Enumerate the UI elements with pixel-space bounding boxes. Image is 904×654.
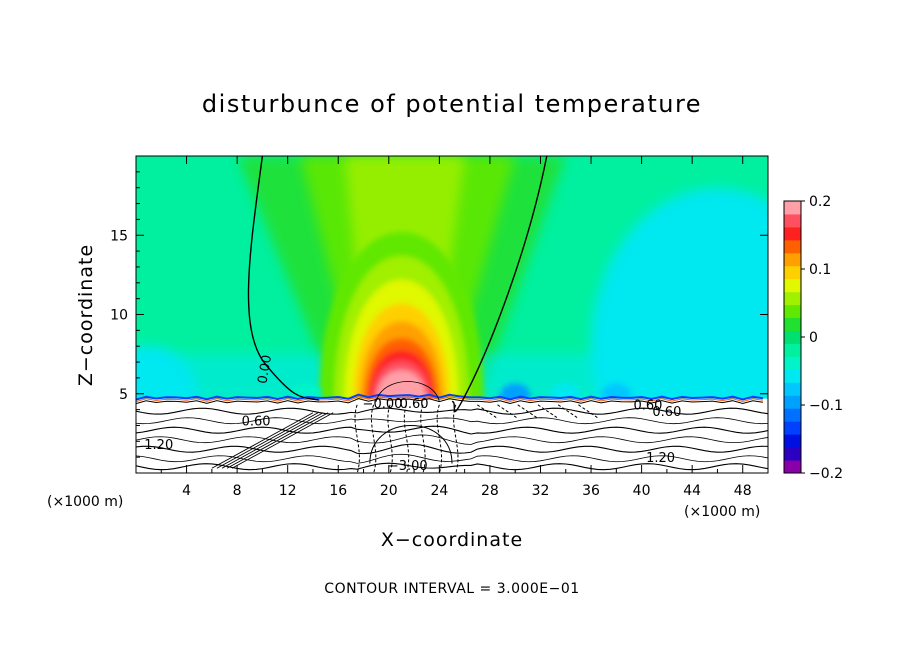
- x-unit-left: (×1000 m): [47, 494, 123, 510]
- colorbar-swatch: [784, 201, 801, 215]
- colorbar-ticks: 0.2 0.1 0 −0.1 −0.2: [801, 194, 843, 482]
- contour-slope-2: [221, 412, 324, 469]
- colorbar-swatch: [784, 447, 801, 461]
- contour-layer-6: [136, 462, 768, 471]
- colorbar-tick-label: 0.2: [809, 194, 831, 210]
- x-tick-label: 36: [582, 483, 600, 499]
- colorbar-swatch: [784, 278, 801, 293]
- contour-negative-right-0: [477, 404, 497, 418]
- colorbar-swatch: [784, 343, 801, 357]
- x-tick-label: 40: [633, 483, 651, 499]
- contour-label: −3.00: [388, 459, 428, 474]
- y-tick-label: 5: [119, 387, 128, 403]
- contour-label: 0.00: [255, 354, 275, 385]
- colorbar-tick-label: 0: [809, 330, 818, 346]
- colorbar-swatch: [784, 239, 801, 254]
- plume-level-8: [376, 370, 427, 402]
- contour-plume-base: [375, 381, 440, 402]
- y-axis-ticks: 5 10 15: [110, 171, 768, 458]
- contour-bowl: [369, 424, 453, 464]
- x-tick-label: 44: [683, 483, 701, 499]
- x-tick-label: 8: [233, 483, 242, 499]
- contour-negative-3: [403, 404, 410, 473]
- contour-label: 0.60: [242, 414, 271, 429]
- contour-label: 1.20: [646, 451, 675, 466]
- x-axis-ticks: 4 8 12 16 20 24 28 32 36 40 44 48: [135, 156, 769, 499]
- colorbar-swatch: [784, 226, 801, 241]
- contour-layer-4: [136, 443, 768, 455]
- terrain-edge-blue: [136, 393, 764, 401]
- colorbar-swatch: [784, 460, 801, 474]
- contour-layer-0: [136, 407, 768, 415]
- colorbar-tick-label: −0.2: [809, 466, 843, 482]
- x-tick-label: 20: [380, 483, 398, 499]
- colorbar-swatch: [784, 304, 801, 319]
- x-tick-label: 4: [182, 483, 191, 499]
- contour-negative-2: [387, 404, 393, 473]
- contour-labels: 0.000.601.200.600.601.20−0.000.60−3.00: [144, 354, 681, 474]
- contour-negative-right-4: [557, 404, 578, 418]
- contour-lines: [136, 156, 768, 473]
- chart-title: disturbunce of potential temperature: [202, 90, 702, 118]
- colorbar-swatch: [784, 356, 801, 370]
- contour-slope-3: [226, 412, 329, 469]
- cool-region-right: [591, 188, 768, 408]
- colorbar-swatch: [784, 265, 801, 280]
- colorbar-swatch: [784, 252, 801, 267]
- x-tick-label: 12: [279, 483, 297, 499]
- colorbar-swatch: [784, 434, 801, 448]
- x-tick-label: 28: [481, 483, 499, 499]
- contour-zero-left: [247, 156, 320, 401]
- terrain-edge-orange: [136, 396, 764, 403]
- contour-negative-6: [453, 404, 459, 473]
- colorbar-swatch: [784, 382, 801, 396]
- contour-negative-right-1: [497, 404, 517, 418]
- contour-label: 0.60: [400, 397, 429, 412]
- colorbar-swatch: [784, 330, 801, 344]
- contour-negative-right-3: [537, 404, 558, 418]
- colorbar-swatch: [784, 421, 801, 435]
- contour-slope-4: [231, 412, 334, 469]
- contour-negative-right-2: [517, 404, 537, 418]
- contour-negative-4: [420, 404, 426, 473]
- y-tick-label: 15: [110, 228, 128, 244]
- x-unit-right: (×1000 m): [684, 504, 760, 520]
- colorbar-swatch: [784, 291, 801, 306]
- colorbar-tick-label: −0.1: [809, 398, 843, 414]
- contour-interval-note: CONTOUR INTERVAL = 3.000E−01: [324, 581, 579, 597]
- y-tick-label: 10: [110, 308, 128, 324]
- contour-label: −0.00: [363, 397, 403, 412]
- contour-label: 1.20: [144, 438, 173, 453]
- contour-negative-1: [370, 404, 377, 473]
- colorbar: [783, 200, 802, 474]
- contour-negative-5: [436, 404, 443, 473]
- x-tick-label: 16: [329, 483, 347, 499]
- plot-area: 0.000.601.200.600.601.20−0.000.60−3.00: [136, 156, 768, 474]
- x-axis-label: X−coordinate: [381, 529, 523, 551]
- x-tick-label: 24: [430, 483, 448, 499]
- contour-layer-1: [136, 417, 768, 425]
- cool-region-left: [136, 346, 200, 408]
- contour-label: 0.60: [652, 405, 681, 420]
- warm-plume: [319, 232, 484, 402]
- contour-slope-0: [211, 412, 314, 469]
- colorbar-swatch: [784, 317, 801, 332]
- colorbar-swatch: [784, 369, 801, 383]
- contour-label: 0.60: [633, 399, 662, 414]
- contour-layer-3: [136, 434, 768, 445]
- contour-negative-right-5: [578, 404, 598, 418]
- contour-negative-0: [354, 404, 360, 473]
- colorbar-tick-label: 0.1: [809, 262, 831, 278]
- x-tick-label: 32: [532, 483, 550, 499]
- contour-slope-1: [216, 412, 319, 469]
- colorbar-swatch: [784, 213, 801, 228]
- contour-zero-right: [451, 156, 548, 413]
- x-tick-label: 48: [734, 483, 752, 499]
- colorbar-swatch: [784, 408, 801, 422]
- y-axis-label: Z−coordinate: [75, 244, 97, 386]
- contour-layer-2: [136, 425, 768, 435]
- colorbar-swatch: [784, 395, 801, 409]
- terrain-edge-black: [136, 398, 764, 405]
